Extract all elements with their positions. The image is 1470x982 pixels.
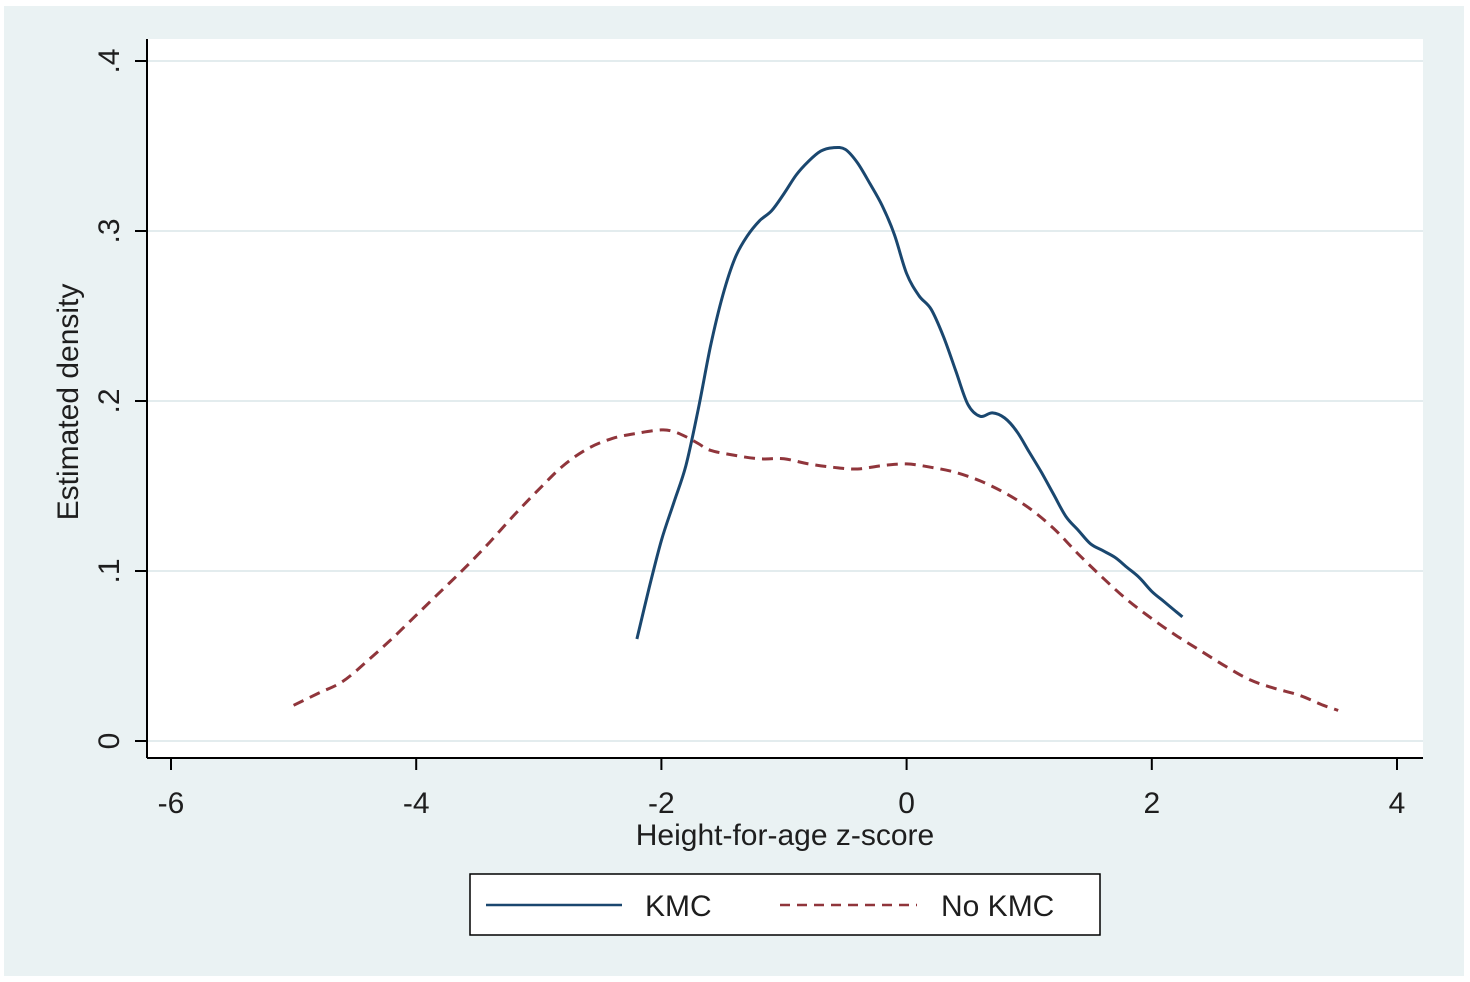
x-tick-label: -6 <box>158 787 185 820</box>
series-line-no-kmc <box>292 428 1339 712</box>
legend-label-kmc: KMC <box>645 890 712 923</box>
line-chart: 0 .1 .2 .3 .4 -6 -4 -2 0 2 4 Height-for-age z-scor… <box>52 39 1423 936</box>
chart-frame: 0 .1 .2 .3 .4 -6 -4 -2 0 2 4 Height-for-age z-scor… <box>4 6 1464 976</box>
x-tick-label: -2 <box>648 787 675 820</box>
x-tick-label: -4 <box>403 787 430 820</box>
series-line-kmc <box>635 145 1184 640</box>
x-tick-label: 2 <box>1143 787 1160 820</box>
legend-label-no-kmc: No KMC <box>941 890 1054 923</box>
axes <box>146 39 1423 759</box>
ticks: 0 .1 .2 .3 .4 -6 -4 -2 0 2 4 <box>93 48 1405 820</box>
x-axis-title: Height-for-age z-score <box>636 819 934 852</box>
series-lines <box>292 145 1339 712</box>
x-tick-label: 0 <box>898 787 915 820</box>
x-tick-label: 4 <box>1389 787 1406 820</box>
legend: KMC No KMC <box>469 873 1101 936</box>
gridlines <box>147 60 1423 742</box>
plot-area <box>147 39 1423 758</box>
y-tick-label: 0 <box>93 733 126 750</box>
y-tick-label: .1 <box>93 558 126 583</box>
y-tick-label: .2 <box>93 388 126 413</box>
y-axis-title: Estimated density <box>52 284 85 521</box>
y-tick-label: .4 <box>93 48 126 73</box>
y-tick-label: .3 <box>93 218 126 243</box>
